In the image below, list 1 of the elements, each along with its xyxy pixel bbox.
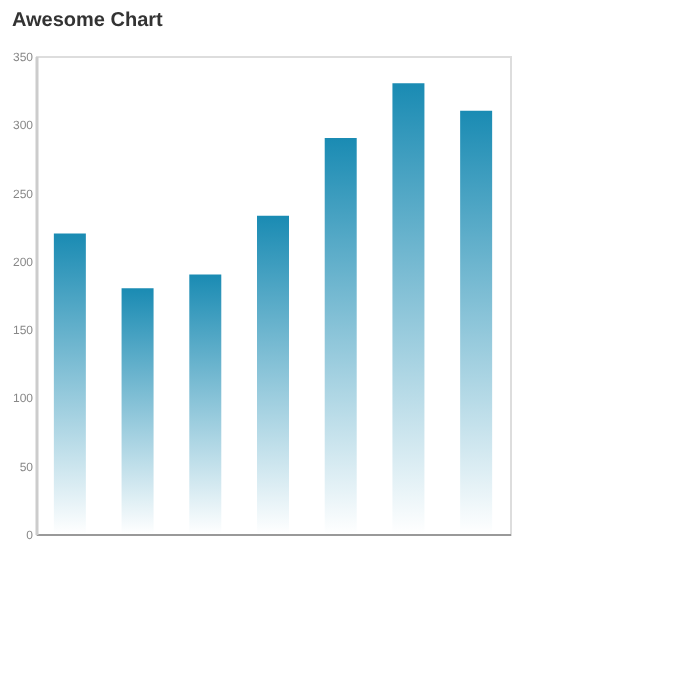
chart-title: Awesome Chart	[11, 10, 165, 32]
